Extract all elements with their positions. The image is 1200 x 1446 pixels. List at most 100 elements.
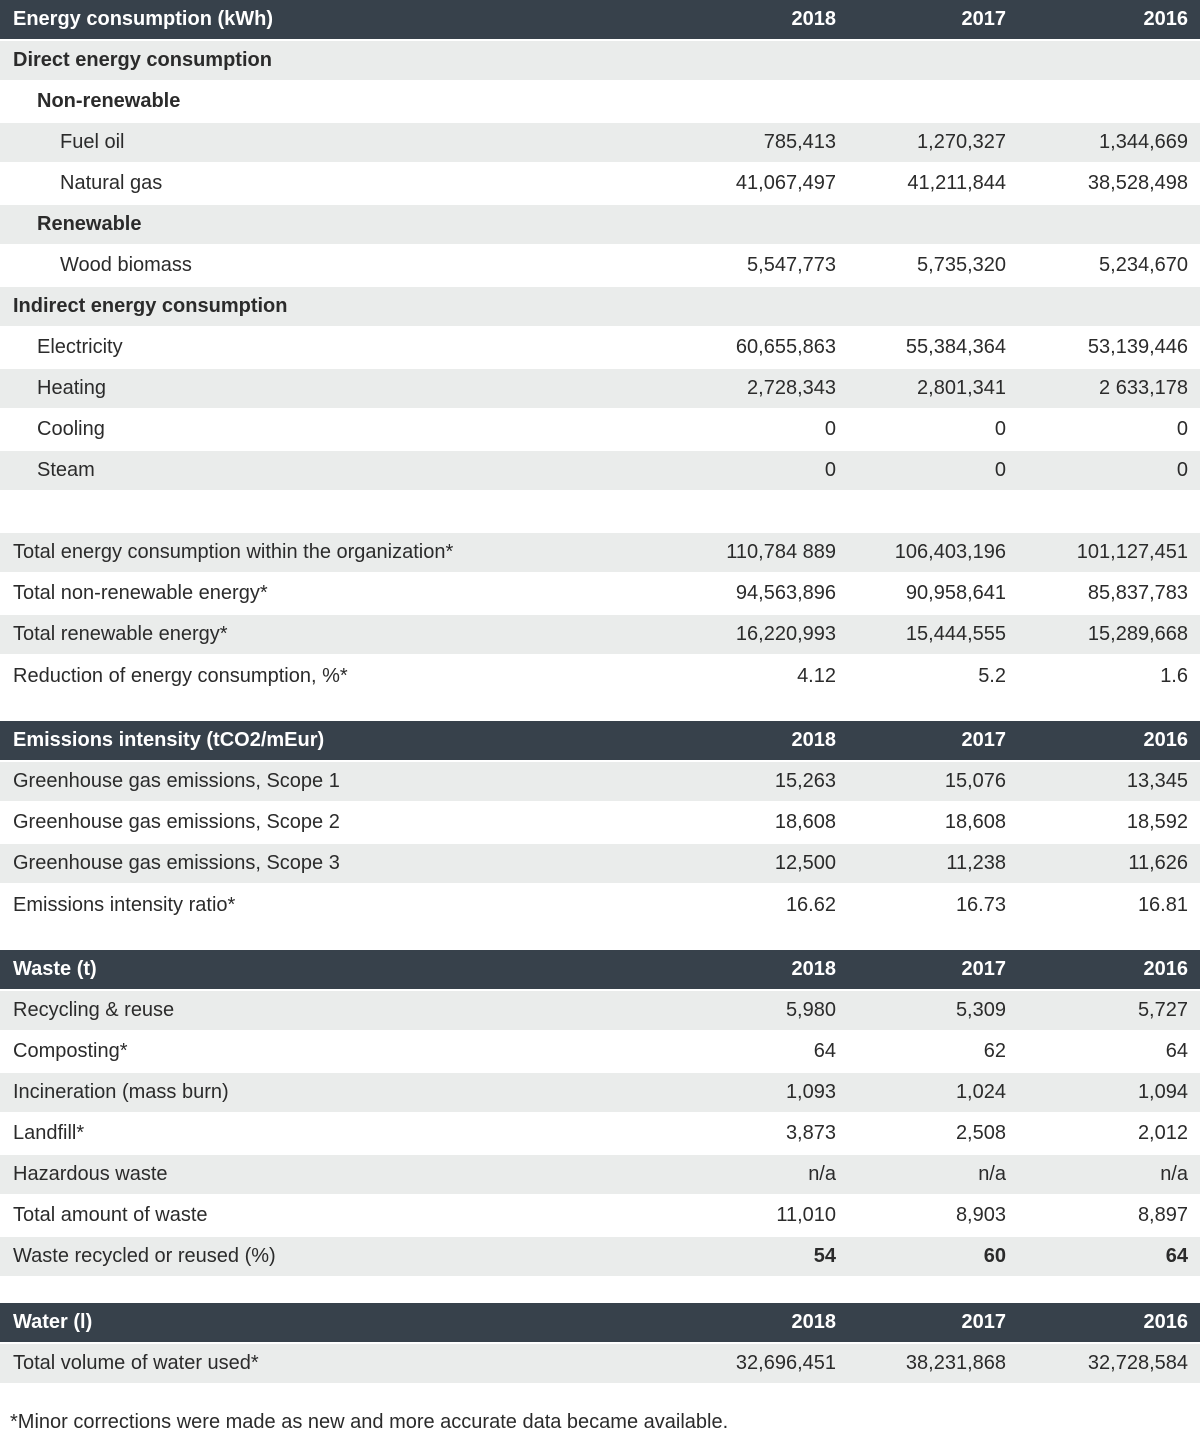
table-row: Waste recycled or reused (%) 54 60 64 bbox=[0, 1236, 1200, 1277]
cell-value: 8,903 bbox=[955, 1204, 1006, 1227]
cell-value: 1,094 bbox=[1137, 1080, 1188, 1103]
spacer-row bbox=[0, 491, 1200, 532]
table-row: Fuel oil 785,413 1,270,327 1,344,669 bbox=[0, 122, 1200, 163]
year-header: 2016 bbox=[1143, 729, 1189, 751]
cell-value: 15,444,555 bbox=[905, 622, 1006, 645]
year-header: 2016 bbox=[1143, 958, 1189, 980]
cell-value: 11,238 bbox=[946, 851, 1006, 874]
row-label: Incineration (mass burn) bbox=[13, 1080, 229, 1103]
row-label: Cooling bbox=[37, 418, 105, 441]
table-row: Total renewable energy* 16,220,993 15,444,… bbox=[0, 614, 1200, 655]
year-header: 2018 bbox=[791, 1311, 837, 1333]
row-label: Hazardous waste bbox=[13, 1162, 168, 1185]
row-label: Emissions intensity ratio* bbox=[13, 893, 236, 916]
cell-value: 5,547,773 bbox=[747, 254, 836, 277]
cell-value: 1,093 bbox=[785, 1080, 836, 1103]
section-title: Emissions intensity (tCO2/mEur) bbox=[13, 729, 325, 751]
row-label: Waste recycled or reused (%) bbox=[13, 1244, 276, 1267]
row-label: Wood biomass bbox=[60, 254, 192, 277]
footnote: *Minor corrections were made as new and … bbox=[10, 1411, 729, 1433]
cell-value: 16.81 bbox=[1137, 893, 1188, 916]
row-label: Total amount of waste bbox=[13, 1204, 208, 1227]
row-label: Indirect energy consumption bbox=[13, 294, 288, 317]
cell-value: 15,289,668 bbox=[1087, 622, 1188, 645]
row-label: Recycling & reuse bbox=[13, 999, 175, 1021]
cell-value bbox=[1006, 286, 1200, 327]
year-header: 2018 bbox=[791, 8, 837, 30]
row-label: Total non-renewable energy* bbox=[13, 582, 268, 605]
cell-value: 2 633,178 bbox=[1099, 376, 1188, 399]
table-row: Total amount of waste 11,010 8,903 8,897 bbox=[0, 1195, 1200, 1236]
year-header: 2017 bbox=[961, 729, 1007, 751]
row-label: Reduction of energy consumption, %* bbox=[13, 664, 348, 687]
row-label: Greenhouse gas emissions, Scope 3 bbox=[13, 851, 340, 874]
section-table-1: Emissions intensity (tCO2/mEur) 2018 2017 2… bbox=[0, 721, 1200, 925]
cell-value: 0 bbox=[1176, 418, 1188, 441]
cell-value: 64 bbox=[813, 1040, 836, 1063]
table-row: Non-renewable bbox=[0, 81, 1200, 122]
cell-value: 41,067,497 bbox=[735, 172, 836, 195]
cell-value: 5,727 bbox=[1137, 999, 1188, 1021]
section-title: Water (l) bbox=[13, 1311, 93, 1333]
cell-value bbox=[1006, 81, 1200, 122]
cell-value: 64 bbox=[1165, 1244, 1188, 1267]
row-label: Heating bbox=[37, 376, 106, 399]
cell-value: 1,344,669 bbox=[1099, 130, 1188, 153]
cell-value: 3,873 bbox=[785, 1122, 836, 1145]
cell-value: 32,696,451 bbox=[735, 1352, 836, 1374]
cell-value: 2,801,341 bbox=[917, 376, 1006, 399]
row-label: Landfill* bbox=[13, 1122, 85, 1145]
year-header: 2016 bbox=[1143, 1311, 1189, 1333]
section-table-2: Waste (t) 2018 2017 2016 Recycling & reuse 5,… bbox=[0, 950, 1200, 1278]
cell-value: 15,263 bbox=[774, 770, 836, 792]
row-label: Natural gas bbox=[60, 172, 163, 195]
cell-value bbox=[836, 81, 1006, 122]
row-label: Greenhouse gas emissions, Scope 2 bbox=[13, 811, 340, 834]
row-label: Direct energy consumption bbox=[13, 49, 272, 71]
cell-value: 1,024 bbox=[955, 1080, 1006, 1103]
table-row: Direct energy consumption bbox=[0, 40, 1200, 81]
year-header: 2016 bbox=[1143, 8, 1189, 30]
table-row: Total volume of water used* 32,696,451 38,… bbox=[0, 1343, 1200, 1384]
cell-value bbox=[666, 40, 836, 81]
cell-value bbox=[836, 40, 1006, 81]
cell-value: 11,626 bbox=[1128, 851, 1188, 874]
cell-value: 60,655,863 bbox=[735, 336, 836, 359]
table-row: Cooling 0 0 0 bbox=[0, 409, 1200, 450]
section-title: Energy consumption (kWh) bbox=[13, 8, 273, 30]
row-label: Renewable bbox=[37, 212, 142, 235]
cell-value: 38,528,498 bbox=[1087, 172, 1188, 195]
cell-value: 5,735,320 bbox=[917, 254, 1006, 277]
cell-value: 5,309 bbox=[955, 999, 1006, 1021]
table-row: Total non-renewable energy* 94,563,896 90,… bbox=[0, 573, 1200, 614]
section-header-row: Emissions intensity (tCO2/mEur) 2018 2017 2… bbox=[0, 721, 1200, 761]
section-table-3: Water (l) 2018 2017 2016 Total volume of wat… bbox=[0, 1303, 1200, 1385]
table-row: Greenhouse gas emissions, Scope 3 12,500 1… bbox=[0, 843, 1200, 884]
cell-value: 90,958,641 bbox=[905, 582, 1006, 605]
cell-value: 18,608 bbox=[774, 811, 836, 834]
cell-value: 16.62 bbox=[785, 893, 836, 916]
cell-value: n/a bbox=[808, 1162, 836, 1185]
cell-value: 32,728,584 bbox=[1087, 1352, 1188, 1374]
table-row: Emissions intensity ratio* 16.62 16.73 16.8… bbox=[0, 884, 1200, 925]
row-label: Steam bbox=[37, 458, 95, 481]
cell-value: 0 bbox=[994, 418, 1006, 441]
table-row: Reduction of energy consumption, %* 4.12 5… bbox=[0, 655, 1200, 696]
cell-value: 0 bbox=[994, 458, 1006, 481]
cell-value: 0 bbox=[824, 418, 836, 441]
sustainability-report-tables: Energy consumption (kWh) 2018 2017 2016 Dire… bbox=[0, 0, 1200, 1385]
year-header: 2018 bbox=[791, 958, 837, 980]
table-row: Greenhouse gas emissions, Scope 2 18,608 1… bbox=[0, 802, 1200, 843]
table-row: Incineration (mass burn) 1,093 1,024 1,094 bbox=[0, 1072, 1200, 1113]
cell-value: 2,508 bbox=[955, 1122, 1006, 1145]
year-header: 2017 bbox=[961, 8, 1007, 30]
year-header: 2017 bbox=[961, 958, 1007, 980]
cell-value: 12,500 bbox=[774, 851, 836, 874]
cell-value: n/a bbox=[1160, 1162, 1188, 1185]
cell-value bbox=[666, 204, 836, 245]
section-header-row: Water (l) 2018 2017 2016 bbox=[0, 1303, 1200, 1343]
table-row: Composting* 64 62 64 bbox=[0, 1031, 1200, 1072]
cell-value: 2,012 bbox=[1137, 1122, 1188, 1145]
section-header-row: Energy consumption (kWh) 2018 2017 2016 bbox=[0, 0, 1200, 40]
year-header: 2018 bbox=[791, 729, 837, 751]
